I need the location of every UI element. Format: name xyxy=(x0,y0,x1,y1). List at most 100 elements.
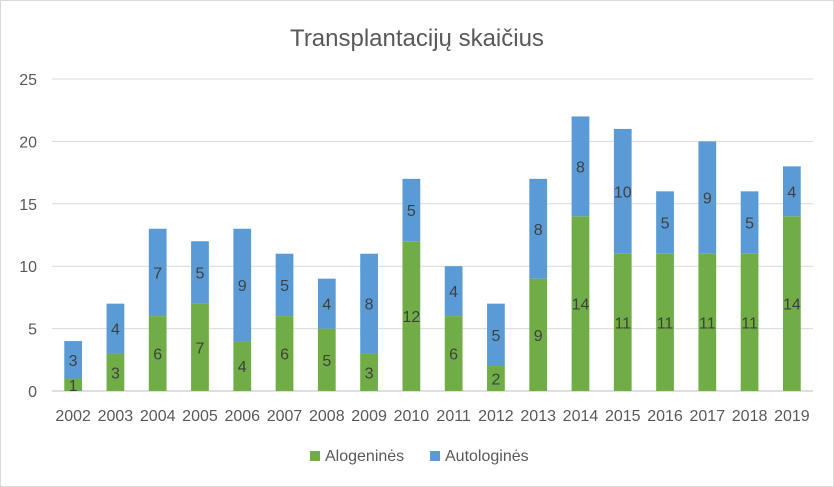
y-tick-label: 15 xyxy=(19,197,37,214)
data-label: 8 xyxy=(534,222,543,239)
bar-alogenines xyxy=(613,253,632,391)
data-label: 11 xyxy=(741,315,758,332)
bar-autologines xyxy=(402,178,421,242)
bar-alogenines xyxy=(148,316,167,391)
legend: Alogeninės Autologinės xyxy=(310,448,529,465)
bar-alogenines xyxy=(275,316,294,391)
data-label: 9 xyxy=(703,191,712,208)
x-tick-label: 2002 xyxy=(55,408,91,425)
x-tick-label: 2004 xyxy=(140,408,176,425)
data-label: 11 xyxy=(657,315,674,332)
data-label: 1 xyxy=(69,378,78,395)
chart-title: Transplantacijų skaičius xyxy=(290,25,544,52)
bar-autologines xyxy=(106,303,125,354)
bar-autologines xyxy=(613,128,632,254)
data-label: 7 xyxy=(153,265,162,282)
legend-item-alogenines-label: Alogeninės xyxy=(325,448,404,465)
data-label: 6 xyxy=(280,347,289,364)
bar-autologines xyxy=(698,141,717,254)
data-label: 14 xyxy=(572,297,590,314)
bar-alogenines xyxy=(529,278,548,391)
data-label: 14 xyxy=(783,297,801,314)
bar-autologines xyxy=(148,228,167,317)
data-label: 4 xyxy=(787,184,796,201)
data-label: 4 xyxy=(449,284,458,301)
bar-autologines xyxy=(656,191,674,254)
gridlines xyxy=(52,78,813,392)
bar-autologines xyxy=(782,166,801,217)
bar-alogenines xyxy=(106,353,125,391)
bar-alogenines xyxy=(782,216,801,391)
data-label: 7 xyxy=(196,340,205,357)
x-tick-label: 2016 xyxy=(647,408,683,425)
bar-alogenines xyxy=(64,378,83,391)
y-tick-label: 0 xyxy=(28,384,37,401)
data-label: 11 xyxy=(699,315,716,332)
data-label: 5 xyxy=(407,203,416,220)
x-tick-label: 2017 xyxy=(690,408,726,425)
x-tick-label: 2018 xyxy=(732,408,768,425)
data-label: 3 xyxy=(111,365,120,382)
x-tick-label: 2006 xyxy=(224,408,260,425)
bar-alogenines xyxy=(402,241,421,391)
x-tick-label: 2012 xyxy=(478,408,514,425)
data-label: 2 xyxy=(491,372,500,389)
y-tick-label: 5 xyxy=(28,322,37,339)
y-tick-label: 20 xyxy=(19,134,37,151)
data-label: 12 xyxy=(402,309,420,326)
bar-autologines xyxy=(740,191,759,254)
data-label: 5 xyxy=(745,216,754,233)
x-tick-label: 2005 xyxy=(182,408,218,425)
legend-item-autologines-swatch xyxy=(430,451,440,461)
x-axis-ticks: 2002 2003 2004 2005 2006 2007 2008 2009 2010 2011… xyxy=(55,408,809,425)
y-tick-label: 25 xyxy=(19,72,37,89)
data-label: 6 xyxy=(449,347,458,364)
bar-autologines xyxy=(571,116,590,217)
x-tick-label: 2009 xyxy=(351,408,387,425)
bar-alogenines xyxy=(656,253,674,391)
bar-alogenines xyxy=(317,328,336,391)
legend-item-autologines-label: Autologinės xyxy=(445,448,529,465)
bar-alogenines xyxy=(444,316,463,391)
bar-alogenines xyxy=(233,341,252,391)
x-tick-label: 2015 xyxy=(605,408,641,425)
data-label: 4 xyxy=(322,297,331,314)
data-label: 9 xyxy=(238,278,247,295)
bar-alogenines xyxy=(360,353,378,391)
x-tick-label: 2014 xyxy=(563,408,599,425)
x-tick-label: 2010 xyxy=(394,408,430,425)
data-label: 4 xyxy=(111,322,120,339)
bar-alogenines xyxy=(487,366,505,391)
bar-autologines xyxy=(360,253,378,354)
bar-autologines xyxy=(275,253,294,317)
y-tick-label: 10 xyxy=(19,259,37,276)
bar-autologines xyxy=(317,278,336,329)
bar-autologines xyxy=(487,303,505,367)
data-label: 5 xyxy=(196,265,205,282)
y-axis-ticks: 0 5 10 15 20 25 xyxy=(19,72,37,401)
bar-autologines xyxy=(529,178,548,279)
bar-alogenines xyxy=(191,303,209,391)
bar-autologines xyxy=(444,266,463,317)
data-label: 11 xyxy=(614,315,631,332)
x-tick-label: 2003 xyxy=(98,408,134,425)
x-tick-label: 2019 xyxy=(774,408,810,425)
x-tick-label: 2013 xyxy=(520,408,556,425)
bar-alogenines xyxy=(571,216,590,391)
legend-item-alogenines-swatch xyxy=(310,451,320,461)
bars-group: 1 3 3 4 6 7 7 5 4 9 6 5 5 4 3 8 12 5 6 4 2 5 9 8 14 8 11 10 11 5 11 9 11… xyxy=(64,116,801,395)
data-label: 3 xyxy=(365,365,374,382)
data-label: 9 xyxy=(534,328,543,345)
bar-alogenines xyxy=(740,253,759,391)
data-label: 5 xyxy=(661,216,670,233)
bar-alogenines xyxy=(698,253,717,391)
x-tick-label: 2008 xyxy=(309,408,345,425)
data-label: 4 xyxy=(238,359,247,376)
data-label: 8 xyxy=(576,159,585,176)
x-tick-label: 2007 xyxy=(267,408,303,425)
data-label: 5 xyxy=(322,353,331,370)
bar-autologines xyxy=(191,241,209,304)
data-label: 6 xyxy=(153,347,162,364)
